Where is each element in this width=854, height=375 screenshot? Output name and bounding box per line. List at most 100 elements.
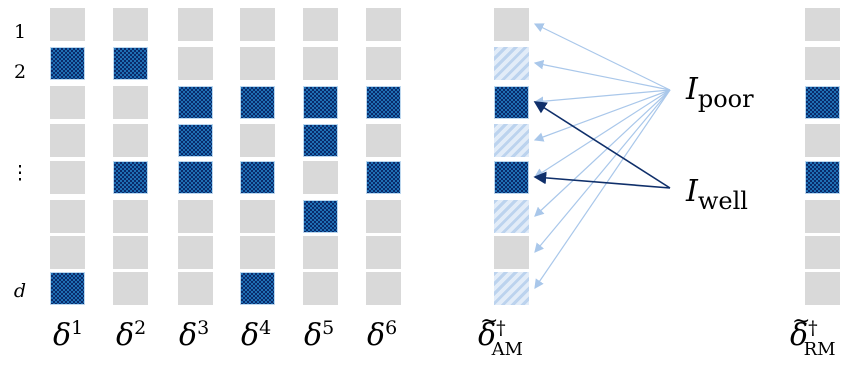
column-label: δ2 xyxy=(116,318,146,354)
cell-empty xyxy=(366,272,401,305)
arrow-poor xyxy=(533,59,671,91)
arrow-poor xyxy=(534,89,671,253)
label-i-poor-sub: poor xyxy=(697,85,754,113)
cell-empty xyxy=(366,8,401,41)
cell-active xyxy=(494,86,529,119)
cell-active xyxy=(113,161,148,194)
cell-empty xyxy=(50,8,85,41)
cell-empty xyxy=(50,161,85,194)
cell-empty xyxy=(240,47,275,80)
arrow-poor xyxy=(533,89,671,142)
column-label: δ3 xyxy=(179,318,209,354)
cell-active xyxy=(178,161,213,194)
column-label-sup: 2 xyxy=(134,317,147,339)
row-label-ellipsis: ⋮ xyxy=(10,162,30,184)
column-label-sup: 1 xyxy=(71,317,84,339)
column-label-base: δ xyxy=(790,318,808,353)
cell-empty xyxy=(113,124,148,157)
cell-empty xyxy=(240,8,275,41)
column-label-sup: 6 xyxy=(385,317,398,339)
row-label-d: d xyxy=(13,280,27,302)
cell-active xyxy=(303,200,338,233)
cell-empty xyxy=(805,272,840,305)
cell-empty xyxy=(805,47,840,80)
column-label-base: δ xyxy=(179,318,198,353)
cell-empty xyxy=(494,8,529,41)
column-label-sup: 4 xyxy=(259,317,272,339)
cell-empty xyxy=(366,47,401,80)
cell-empty xyxy=(494,236,529,269)
cell-empty xyxy=(50,124,85,157)
cell-active xyxy=(805,86,840,119)
cell-empty xyxy=(113,236,148,269)
label-i-well: Iwell xyxy=(686,174,748,215)
cell-empty xyxy=(113,272,148,305)
cell-active xyxy=(303,124,338,157)
cell-empty xyxy=(805,236,840,269)
cell-active xyxy=(240,161,275,194)
cell-empty xyxy=(805,124,840,157)
arrow-poor xyxy=(534,89,671,217)
column-label-sub: RM xyxy=(803,339,836,360)
cell-empty xyxy=(805,8,840,41)
arrow-poor xyxy=(534,89,671,289)
cell-empty xyxy=(303,47,338,80)
cell-empty xyxy=(240,124,275,157)
cell-empty xyxy=(805,200,840,233)
column-label-base: δ xyxy=(53,318,72,353)
cell-empty xyxy=(303,236,338,269)
cell-poor xyxy=(494,200,529,233)
column-label-sup: † xyxy=(496,317,506,339)
cell-active xyxy=(303,86,338,119)
column-label: δ†RM xyxy=(790,317,836,360)
label-i-well-sub: well xyxy=(697,187,748,215)
column-label-base: δ xyxy=(478,318,496,353)
cell-empty xyxy=(113,200,148,233)
label-i-well-base: I xyxy=(686,174,698,209)
cell-empty xyxy=(178,200,213,233)
cell-poor xyxy=(494,47,529,80)
cell-empty xyxy=(366,236,401,269)
cell-active xyxy=(113,47,148,80)
row-label-1: 1 xyxy=(13,21,27,43)
label-i-poor-base: I xyxy=(686,72,698,107)
cell-active xyxy=(240,86,275,119)
arrow-well xyxy=(533,101,671,189)
cell-empty xyxy=(178,47,213,80)
arrow-poor xyxy=(533,23,671,91)
cell-empty xyxy=(303,272,338,305)
cell-empty xyxy=(178,236,213,269)
cell-active xyxy=(805,161,840,194)
cell-empty xyxy=(178,8,213,41)
arrow-poor xyxy=(533,89,671,107)
cell-empty xyxy=(303,8,338,41)
cell-empty xyxy=(50,236,85,269)
arrow-poor xyxy=(533,89,671,178)
cell-poor xyxy=(494,272,529,305)
column-label-sub: AM xyxy=(491,339,523,360)
cell-empty xyxy=(113,86,148,119)
cell-active xyxy=(178,86,213,119)
cell-poor xyxy=(494,124,529,157)
label-i-poor: Ipoor xyxy=(686,72,754,113)
cell-active xyxy=(50,47,85,80)
cell-active xyxy=(240,272,275,305)
column-label: δ5 xyxy=(304,318,334,354)
column-label-base: δ xyxy=(367,318,386,353)
cell-active xyxy=(50,272,85,305)
cell-empty xyxy=(303,161,338,194)
arrow-well xyxy=(533,171,671,189)
cell-active xyxy=(366,86,401,119)
column-label-base: δ xyxy=(304,318,323,353)
column-label-sup: † xyxy=(808,317,818,339)
column-label: δ1 xyxy=(53,318,83,354)
column-label-sup: 5 xyxy=(322,317,335,339)
cell-empty xyxy=(178,272,213,305)
column-label-base: δ xyxy=(241,318,260,353)
column-label-base: δ xyxy=(116,318,135,353)
cell-empty xyxy=(240,236,275,269)
cell-empty xyxy=(113,8,148,41)
column-label: δ4 xyxy=(241,318,271,354)
